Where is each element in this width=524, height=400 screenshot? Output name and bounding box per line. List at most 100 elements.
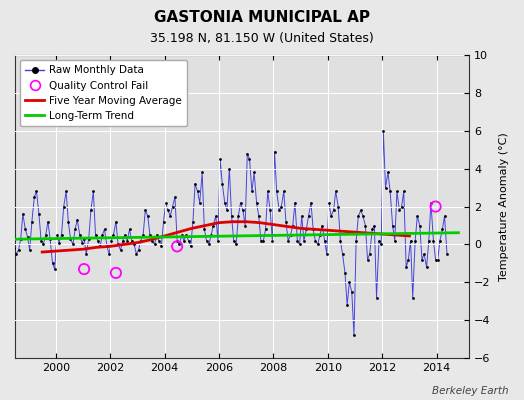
Point [275, 207, 283, 214]
Point [73, 217, 82, 223]
Point [307, 200, 315, 206]
Point [134, 247, 143, 253]
Point [110, 232, 118, 238]
Point [397, 203, 406, 210]
Point [280, 188, 288, 195]
Point [418, 256, 426, 263]
Point [67, 236, 75, 242]
Point [112, 270, 120, 276]
Point [243, 150, 252, 157]
Point [304, 213, 313, 219]
Point [10, 245, 18, 252]
Point [343, 302, 352, 308]
Point [30, 194, 38, 200]
Point [43, 218, 52, 225]
Point [384, 169, 392, 176]
Point [373, 294, 381, 301]
Point [413, 213, 421, 219]
Point [114, 241, 122, 248]
Text: 35.198 N, 81.150 W (United States): 35.198 N, 81.150 W (United States) [150, 32, 374, 45]
Point [112, 218, 120, 225]
Point [26, 247, 34, 253]
Point [130, 241, 138, 248]
Point [309, 226, 318, 232]
Point [209, 222, 217, 229]
Point [393, 188, 401, 195]
Point [298, 213, 306, 219]
Point [400, 188, 408, 195]
Point [163, 207, 172, 214]
Point [272, 188, 281, 195]
Point [223, 207, 231, 214]
Point [381, 184, 390, 191]
Point [55, 239, 63, 246]
Point [347, 289, 356, 295]
Point [320, 238, 329, 244]
Point [82, 251, 91, 257]
Point [159, 218, 168, 225]
Point [416, 222, 424, 229]
Point [57, 232, 66, 238]
Point [91, 232, 100, 238]
Point [336, 238, 345, 244]
Point [19, 211, 27, 217]
Point [330, 207, 338, 214]
Point [368, 226, 376, 232]
Point [352, 238, 361, 244]
Point [182, 232, 190, 238]
Point [48, 260, 57, 267]
Point [293, 238, 302, 244]
Point [253, 200, 261, 206]
Point [3, 207, 12, 214]
Point [80, 236, 88, 242]
Y-axis label: Temperature Anomaly (°C): Temperature Anomaly (°C) [499, 132, 509, 281]
Point [21, 226, 29, 232]
Text: GASTONIA MUNICIPAL AP: GASTONIA MUNICIPAL AP [154, 10, 370, 25]
Point [248, 188, 256, 195]
Point [195, 200, 204, 206]
Point [116, 247, 125, 253]
Point [366, 251, 374, 257]
Point [189, 218, 197, 225]
Point [261, 226, 270, 232]
Point [245, 156, 254, 162]
Point [289, 222, 297, 229]
Point [1, 236, 9, 242]
Point [287, 232, 295, 238]
Point [291, 200, 299, 206]
Point [311, 238, 320, 244]
Point [411, 238, 419, 244]
Point [107, 238, 115, 244]
Point [214, 238, 222, 244]
Point [207, 232, 215, 238]
Point [424, 238, 433, 244]
Point [0, 213, 7, 219]
Point [71, 226, 79, 232]
Point [436, 238, 444, 244]
Point [230, 238, 238, 244]
Point [166, 213, 174, 219]
Point [171, 194, 179, 200]
Point [17, 236, 25, 242]
Point [433, 256, 442, 263]
Point [53, 232, 61, 238]
Point [98, 232, 106, 238]
Point [178, 232, 186, 238]
Point [359, 213, 367, 219]
Point [302, 226, 311, 232]
Point [323, 251, 331, 257]
Point [50, 266, 59, 272]
Point [202, 238, 211, 244]
Point [5, 200, 14, 206]
Point [136, 238, 145, 244]
Point [270, 148, 279, 155]
Point [388, 222, 397, 229]
Point [440, 213, 449, 219]
Point [239, 207, 247, 214]
Point [300, 238, 308, 244]
Point [221, 200, 229, 206]
Point [375, 238, 383, 244]
Point [296, 241, 304, 248]
Point [345, 279, 354, 286]
Point [100, 226, 108, 232]
